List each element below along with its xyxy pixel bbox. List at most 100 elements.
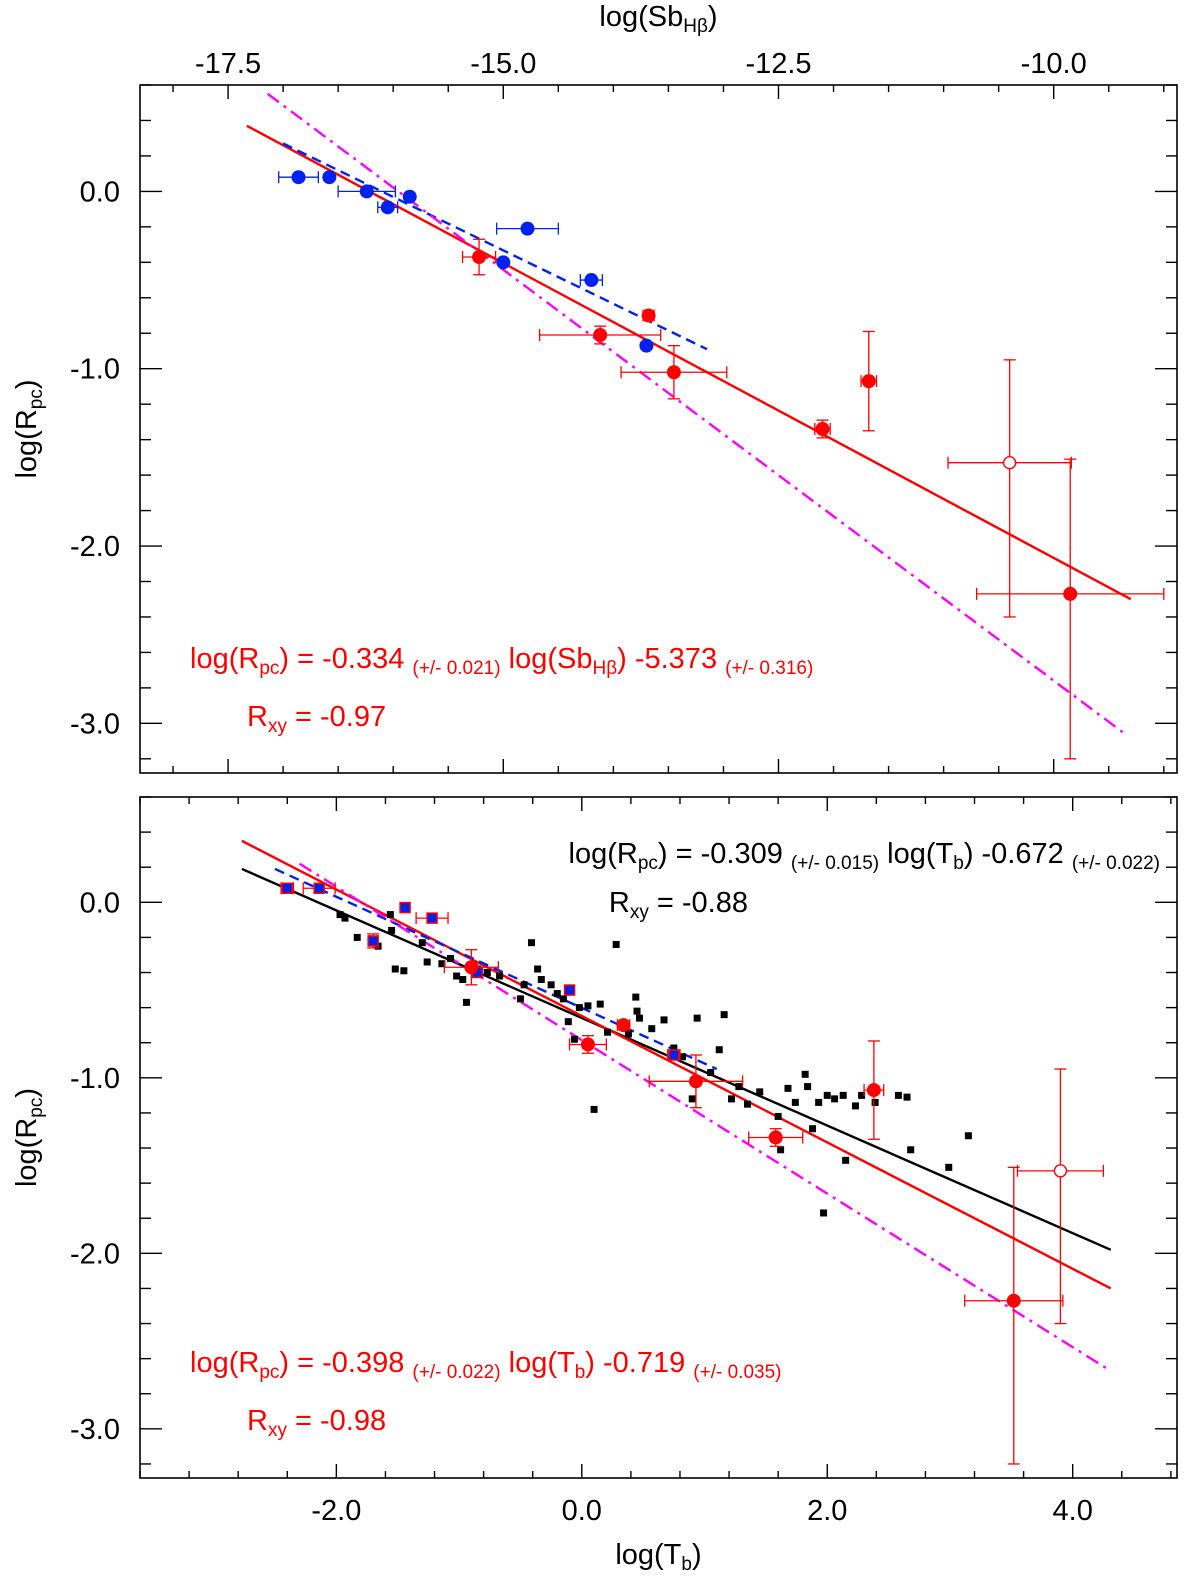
- black-data-point: [670, 1044, 678, 1052]
- red-data-point: [472, 250, 487, 264]
- black-data-point: [584, 1002, 592, 1010]
- black-data-point: [735, 1083, 743, 1091]
- black-data-point: [553, 990, 561, 998]
- y-axis-title-main: log(R: [11, 409, 43, 478]
- black-data-point: [756, 1088, 764, 1096]
- red-data-point: [593, 328, 608, 343]
- red-fit-line: [241, 839, 1112, 1290]
- black-data-point: [820, 1209, 828, 1217]
- black-data-point: [547, 981, 555, 989]
- black-data-point: [462, 998, 470, 1006]
- y-tick-label: 0.0: [80, 887, 120, 919]
- black-data-point: [823, 1091, 831, 1099]
- black-data-point: [777, 1146, 785, 1154]
- black-data-point: [386, 911, 394, 919]
- y-tick-label: -3.0: [70, 1414, 120, 1446]
- y-axis-title-close: ): [11, 379, 43, 389]
- black-data-point: [341, 914, 349, 922]
- y-axis-title-main: log(R: [11, 1118, 43, 1187]
- black-data-point: [842, 1156, 850, 1164]
- black-data-point: [632, 993, 640, 1001]
- annotation-part-2: = -0.98: [287, 1405, 386, 1437]
- blue-data-point: [291, 170, 306, 185]
- black-data-point: [400, 967, 408, 975]
- annotation-part-5: b: [953, 853, 964, 874]
- y-axis-title-sub: pc: [26, 389, 47, 409]
- blue-square-data-point: [367, 935, 379, 947]
- black-data-point: [784, 1084, 792, 1092]
- blue-square-data-point: [281, 882, 294, 895]
- black-data-point: [839, 1091, 847, 1099]
- black-data-point: [336, 911, 344, 919]
- annotation-part-5: b: [575, 1362, 586, 1383]
- black-data-point: [453, 972, 461, 980]
- blue-data-point: [584, 273, 599, 288]
- black-data-point: [678, 1053, 686, 1061]
- annotation-equation-black: Rxy = -0.88: [609, 887, 748, 923]
- annotation-part-3: (+/- 0.015): [791, 853, 879, 874]
- black-data-point: [815, 1098, 823, 1106]
- annotation-part-1: pc: [638, 853, 658, 874]
- plot-area: [241, 839, 1112, 1465]
- x-tick-label: -12.5: [745, 48, 811, 80]
- annotation-part-0: log(R: [569, 838, 638, 870]
- black-data-point: [418, 939, 426, 947]
- annotation-part-6: ) -0.719: [585, 1347, 693, 1379]
- y-tick-label: 0.0: [80, 176, 120, 208]
- red-fit-line: [246, 124, 1132, 601]
- red-open-data-point: [1053, 1164, 1068, 1178]
- annotation-part-0: log(R: [190, 1347, 259, 1379]
- black-data-point: [945, 1163, 953, 1171]
- x-axis-title-main: log(T: [615, 1539, 681, 1571]
- annotation-part-6: ) -0.672: [964, 838, 1072, 870]
- blue-data-point: [359, 184, 374, 199]
- black-data-point: [423, 958, 431, 966]
- black-data-point: [516, 995, 524, 1003]
- annotation-part-1: pc: [259, 1362, 279, 1383]
- black-data-point: [688, 1095, 696, 1103]
- x-axis-title: log(Tb): [615, 1539, 701, 1575]
- black-data-point: [804, 1083, 812, 1091]
- red-data-point: [1006, 1293, 1021, 1308]
- annotation-part-1: xy: [268, 1420, 288, 1441]
- black-data-point: [496, 972, 504, 980]
- x-tick-label: -17.5: [195, 48, 261, 80]
- black-data-point: [520, 981, 528, 989]
- panel-bottom: -2.0 0.0 2.0 4.00.0-1.0-2.0-3.0log(Rpc)log(…: [11, 796, 1178, 1575]
- black-data-point: [604, 1028, 612, 1036]
- blue-square-data-point: [426, 912, 438, 924]
- annotation-part-2: ) = -0.398: [279, 1347, 412, 1379]
- magenta-fit-line: [266, 92, 1129, 737]
- black-data-point: [871, 1098, 879, 1106]
- annotation-part-1: pc: [259, 658, 279, 679]
- black-data-point: [648, 1025, 656, 1033]
- annotation-part-2: = -0.97: [287, 701, 386, 733]
- blue-square-data-point: [563, 984, 576, 996]
- red-data-point: [861, 374, 876, 389]
- black-data-point: [894, 1091, 902, 1099]
- annotation-equation-red: log(Rpc) = -0.334 (+/- 0.021) log(SbHβ) …: [190, 643, 813, 679]
- black-data-point: [527, 939, 535, 947]
- blue-square-data-point: [399, 901, 411, 914]
- blue-data-point: [380, 200, 395, 215]
- red-data-point: [815, 422, 830, 436]
- black-data-point: [858, 1091, 866, 1099]
- red-data-point: [1063, 586, 1078, 601]
- blue-square-data-point: [313, 882, 325, 895]
- blue-data-point: [639, 338, 654, 353]
- annotation-part-7: (+/- 0.022): [1072, 853, 1160, 874]
- black-data-point: [570, 1035, 578, 1043]
- red-data-point: [768, 1130, 783, 1145]
- black-data-point: [660, 1016, 668, 1024]
- annotation-part-6: ) -5.373: [617, 643, 725, 675]
- black-data-point: [483, 969, 491, 977]
- black-data-point: [534, 965, 542, 973]
- annotation-part-7: (+/- 0.316): [725, 658, 813, 679]
- top-x-axis-title-main: log(Sb: [599, 1, 683, 33]
- annotation-equation-black: log(Rpc) = -0.309 (+/- 0.015) log(Tb) -0…: [569, 838, 1160, 874]
- plot-frame: [139, 796, 1178, 1479]
- red-data-point: [616, 1018, 631, 1033]
- black-data-point: [459, 976, 467, 984]
- black-data-point: [559, 995, 567, 1003]
